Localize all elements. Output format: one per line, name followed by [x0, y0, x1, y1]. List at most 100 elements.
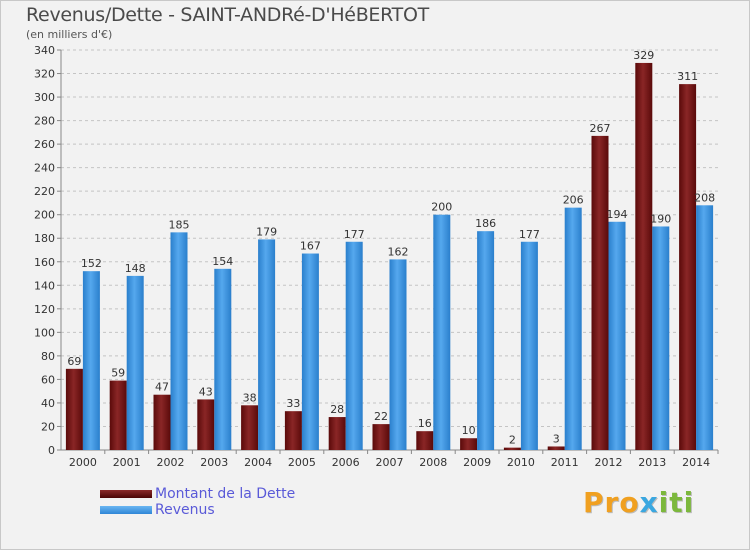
x-tick-label: 2003 — [200, 456, 228, 469]
data-label-revenus-2007: 162 — [388, 245, 409, 258]
data-label-revenus-2001: 148 — [125, 262, 146, 275]
x-tick-label: 2005 — [288, 456, 316, 469]
x-tick-label: 2007 — [376, 456, 404, 469]
data-label-dette-2012: 267 — [590, 122, 611, 135]
data-label-revenus-2009: 186 — [475, 217, 496, 230]
bar-revenus-2006 — [345, 241, 363, 450]
logo-part-1: Pro — [583, 486, 640, 519]
bar-dette-2002 — [153, 394, 171, 450]
data-label-revenus-2000: 152 — [81, 257, 102, 270]
y-tick-label: 300 — [34, 91, 55, 104]
logo-part-2: x — [639, 486, 659, 519]
bar-revenus-2004 — [258, 239, 276, 450]
data-labels: 6915259148471854315438179331672817722162… — [67, 49, 715, 447]
data-label-dette-2005: 33 — [286, 397, 300, 410]
data-label-dette-2003: 43 — [199, 385, 213, 398]
bar-revenus-2012 — [608, 221, 626, 450]
bar-dette-2006 — [328, 417, 346, 450]
bar-dette-2009 — [460, 438, 478, 450]
legend-swatch-revenus — [100, 506, 152, 514]
data-label-dette-2011: 3 — [553, 432, 560, 445]
legend-swatch-dette — [100, 490, 152, 498]
bar-dette-2013 — [635, 62, 653, 451]
data-label-revenus-2004: 179 — [256, 225, 277, 238]
y-tick-label: 220 — [34, 185, 55, 198]
chart-title: Revenus/Dette - SAINT-ANDRé-D'HéBERTOT — [26, 4, 429, 26]
data-label-dette-2009: 10 — [462, 424, 476, 437]
data-label-revenus-2008: 200 — [431, 201, 452, 214]
data-label-revenus-2005: 167 — [300, 240, 321, 253]
bar-dette-2011 — [547, 446, 565, 450]
data-label-revenus-2003: 154 — [212, 255, 233, 268]
data-label-dette-2013: 329 — [633, 49, 654, 62]
y-tick-label: 20 — [41, 420, 55, 433]
x-tick-label: 2014 — [682, 456, 710, 469]
x-tick-label: 2004 — [244, 456, 272, 469]
data-label-dette-2006: 28 — [330, 403, 344, 416]
x-tick-label: 2011 — [551, 456, 579, 469]
bar-revenus-2007 — [389, 259, 407, 450]
bar-dette-2005 — [284, 411, 302, 450]
legend-label-dette: Montant de la Dette — [155, 486, 296, 502]
y-tick-label: 40 — [41, 397, 55, 410]
bar-dette-2007 — [372, 424, 390, 450]
data-label-dette-2000: 69 — [67, 355, 81, 368]
y-tick-label: 80 — [41, 350, 55, 363]
y-tick-label: 60 — [41, 373, 55, 386]
bar-revenus-2008 — [433, 214, 451, 450]
x-tick-label: 2009 — [463, 456, 491, 469]
data-label-dette-2007: 22 — [374, 410, 388, 423]
legend-label-revenus: Revenus — [155, 502, 215, 518]
y-tick-label: 280 — [34, 115, 55, 128]
bar-dette-2014 — [679, 84, 697, 450]
bar-revenus-2002 — [170, 232, 188, 450]
x-tick-label: 2013 — [638, 456, 666, 469]
data-label-dette-2008: 16 — [418, 417, 432, 430]
proxiti-logo: Proxiti — [583, 486, 694, 519]
bar-revenus-2005 — [301, 253, 319, 450]
y-tick-label: 180 — [34, 232, 55, 245]
y-tick-label: 320 — [34, 68, 55, 81]
bar-revenus-2010 — [520, 241, 538, 450]
x-tick-label: 2012 — [595, 456, 623, 469]
bar-revenus-2000 — [82, 271, 100, 450]
data-label-dette-2010: 2 — [509, 434, 516, 447]
x-tick-label: 2006 — [332, 456, 360, 469]
y-tick-label: 0 — [48, 444, 55, 457]
y-tick-label: 140 — [34, 279, 55, 292]
bar-dette-2004 — [241, 405, 259, 450]
x-tick-label: 2002 — [157, 456, 185, 469]
y-tick-label: 260 — [34, 138, 55, 151]
data-label-revenus-2010: 177 — [519, 228, 540, 241]
bar-revenus-2014 — [696, 205, 714, 450]
bar-revenus-2003 — [214, 268, 232, 450]
x-tick-label: 2010 — [507, 456, 535, 469]
bars — [65, 62, 714, 451]
data-label-dette-2001: 59 — [111, 367, 125, 380]
data-label-revenus-2006: 177 — [344, 228, 365, 241]
logo-part-3: iti — [658, 486, 695, 519]
bar-dette-2000 — [65, 368, 83, 450]
bar-revenus-2001 — [126, 275, 144, 450]
chart-subtitle: (en milliers d'€) — [26, 28, 113, 41]
y-tick-label: 340 — [34, 44, 55, 57]
data-label-revenus-2011: 206 — [563, 194, 584, 207]
x-tick-label: 2008 — [419, 456, 447, 469]
bar-dette-2012 — [591, 135, 609, 450]
data-label-dette-2002: 47 — [155, 381, 169, 394]
bar-revenus-2011 — [564, 207, 582, 450]
data-label-revenus-2002: 185 — [169, 218, 190, 231]
x-tick-label: 2000 — [69, 456, 97, 469]
y-tick-label: 240 — [34, 162, 55, 175]
bar-revenus-2009 — [477, 231, 495, 450]
bar-revenus-2013 — [652, 226, 670, 450]
data-label-revenus-2012: 194 — [607, 208, 628, 221]
y-tick-label: 200 — [34, 209, 55, 222]
y-tick-label: 120 — [34, 303, 55, 316]
data-label-revenus-2013: 190 — [650, 212, 671, 225]
axes: 0 20 40 60 80 100 120 140 160 180 200 220 240 260 280 3… — [34, 44, 719, 469]
bar-dette-2008 — [416, 431, 434, 450]
data-label-dette-2004: 38 — [243, 391, 257, 404]
y-tick-label: 160 — [34, 256, 55, 269]
